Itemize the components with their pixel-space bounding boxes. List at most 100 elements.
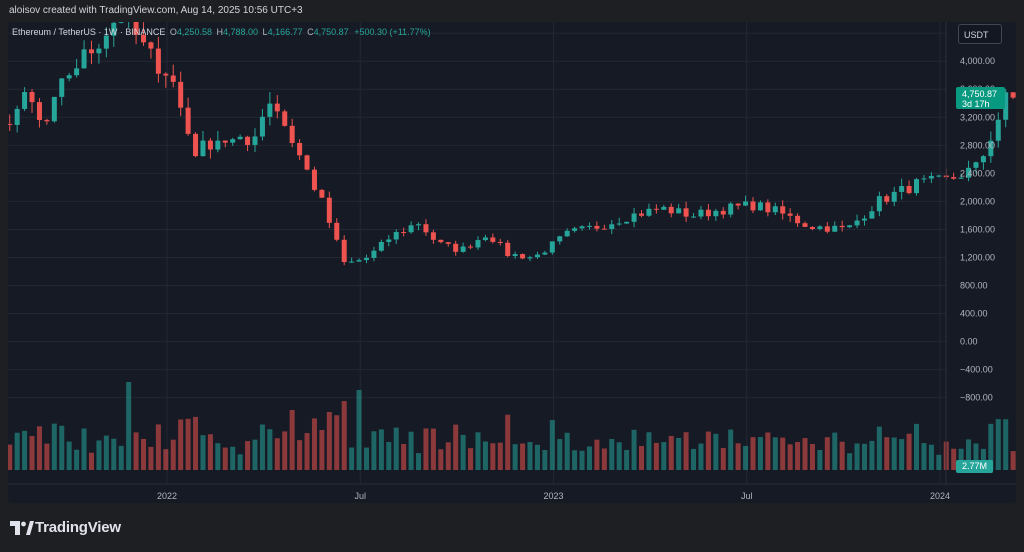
volume-bar [334,415,340,470]
candle-body [111,22,117,36]
volume-bar [899,439,905,470]
price-tick-label: 1,600.00 [960,224,995,234]
price-tick-label: 1,200.00 [960,252,995,262]
candle-body [133,22,139,35]
candle-body [341,239,347,263]
attribution-bar: aloisov created with TradingView.com, Au… [0,0,1024,22]
volume-bar [534,444,540,470]
volume-bar [809,444,815,470]
volume-bar [728,429,734,470]
volume-bar [787,444,793,470]
candle-body [1010,92,1016,98]
volume-bar [691,448,697,470]
volume-bar [297,440,303,470]
time-tick-label: Jul [354,491,366,501]
chart-panel[interactable]: 5,200.004,800.004,400.004,000.003,600.00… [8,22,1016,503]
candle-body [118,22,124,23]
candle-body [326,197,332,223]
candle-body [750,201,756,211]
candle-body [549,241,555,253]
volume-bar [1010,451,1016,470]
volume-bar [88,452,94,470]
volume-bar [594,439,600,470]
volume-bar [178,419,184,470]
volume-bar [936,454,942,470]
volume-bar [36,426,42,470]
candle-body [505,242,511,257]
candle-body [430,232,436,240]
volume-bar [311,418,317,470]
candle-body [698,209,704,217]
candle-body [438,239,444,243]
symbol-legend: Ethereum / TetherUS · 1W · BINANCE O4,25… [12,27,431,37]
candle-body [356,260,362,262]
candle-body [772,206,778,213]
candle-body [363,257,369,261]
candle-body [899,186,905,192]
candle-body [51,96,57,122]
candle-body [921,178,927,180]
volume-bar [408,431,414,470]
volume-bar [445,442,451,470]
candle-body [401,232,407,234]
volume-bar [393,427,399,470]
volume-bar [713,433,719,470]
candle-body [512,254,518,257]
candle-body [720,210,726,215]
volume-bar [668,435,674,470]
bar-countdown: 3d 17h [962,99,990,109]
candle-body [81,49,87,69]
candle-body [378,241,384,251]
volume-bar [237,454,243,470]
volume-bar [252,439,258,470]
candle-body [490,237,496,242]
candle-body [802,223,808,227]
candle-body [534,254,540,258]
volume-bar [780,437,786,470]
time-tick-label: 2022 [157,491,177,501]
volume-bar [906,433,912,470]
close-value: 4,750.87 [313,27,349,37]
volume-bar [869,440,875,470]
volume-bar [743,445,749,470]
price-chart[interactable]: 5,200.004,800.004,400.004,000.003,600.00… [8,22,1016,503]
candle-body [304,155,310,170]
candle-body [936,175,942,177]
symbol-name: Ethereum / TetherUS · 1W · BINANCE [12,27,166,37]
volume-bar [96,440,102,470]
candle-body [386,239,392,242]
currency-button[interactable]: USDT [958,24,1002,44]
volume-tag: 2.77M [956,460,993,473]
volume-bar [363,447,369,470]
volume-bar [349,447,355,470]
attribution-text: aloisov created with TradingView.com, Au… [9,5,303,16]
volume-bar [579,450,585,470]
time-axis: Jul2022Jul2023Jul2024Jul2025Jul2026 [8,483,1016,501]
volume-bar [185,418,191,470]
volume-bar [817,450,823,470]
volume-bar [482,441,488,470]
candle-body [460,246,466,252]
volume-bar [631,429,637,470]
open-value: 4,250.58 [176,27,212,37]
candle-body [564,230,570,237]
candle-body [594,225,600,229]
volume-bar [289,410,295,470]
volume-bar [847,453,853,470]
candle-body [282,111,288,126]
volume-bar [207,434,213,470]
volume-bar [81,428,87,470]
candle-body [832,225,838,232]
candle-body [416,224,422,226]
candle-body [765,202,771,213]
change-value: +500.30 (+11.77%) [354,27,431,37]
low-value: 4,166.77 [267,27,303,37]
price-tick-label: −800.00 [960,393,993,403]
candle-body [557,236,563,242]
candle-body [36,102,42,121]
candle-body [847,225,853,228]
volume-bar [505,414,511,470]
volume-bar [757,437,763,470]
candle-body [973,162,979,168]
candle-body [906,186,912,194]
